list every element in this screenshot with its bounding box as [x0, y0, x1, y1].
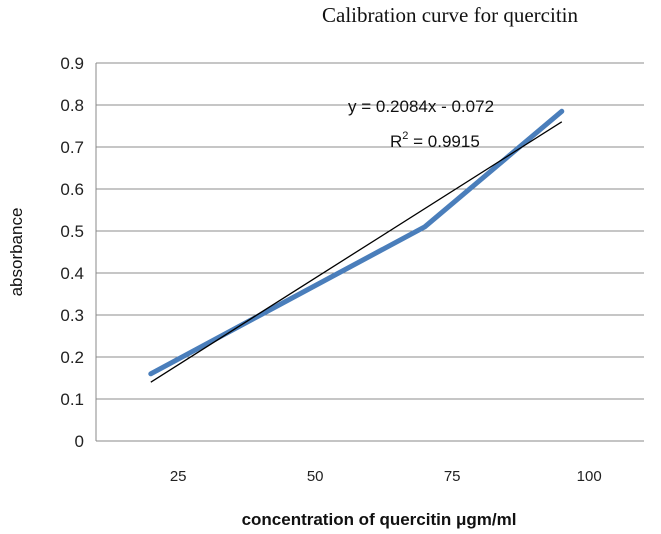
r-squared-value: = 0.9915 — [408, 132, 479, 151]
y-tick-label: 0.3 — [60, 306, 84, 325]
y-tick-label: 0.5 — [60, 222, 84, 241]
x-tick-labels: 25 50 75 100 — [170, 468, 602, 485]
y-tick-label: 0 — [75, 432, 84, 451]
y-tick-labels: 0 0.1 0.2 0.3 0.4 0.5 0.6 0.7 0.8 0.9 — [60, 54, 84, 451]
y-tick-label: 0.1 — [60, 390, 84, 409]
y-axis-label: absorbance — [7, 208, 26, 297]
y-tick-label: 0.8 — [60, 96, 84, 115]
y-tick-label: 0.6 — [60, 180, 84, 199]
y-tick-label: 0.4 — [60, 264, 84, 283]
series-line — [148, 108, 565, 377]
linear-trendline — [150, 121, 563, 383]
trendline-equation: y = 0.2084x - 0.072 — [348, 97, 494, 116]
y-tick-label: 0.2 — [60, 348, 84, 367]
data-series — [148, 108, 565, 377]
x-tick-label: 25 — [170, 468, 187, 485]
x-axis-label: concentration of quercitin μgm/ml — [242, 510, 517, 529]
x-tick-label: 75 — [444, 468, 461, 485]
r-squared-label: R2 = 0.9915 — [390, 130, 480, 151]
r-squared-symbol: R — [390, 132, 402, 151]
x-tick-label: 50 — [307, 468, 324, 485]
r-squared-exponent: 2 — [402, 130, 408, 142]
chart-title: Calibration curve for quercitin — [322, 3, 578, 27]
x-tick-label: 100 — [577, 468, 602, 485]
y-tick-label: 0.9 — [60, 54, 84, 73]
y-tick-label: 0.7 — [60, 138, 84, 157]
